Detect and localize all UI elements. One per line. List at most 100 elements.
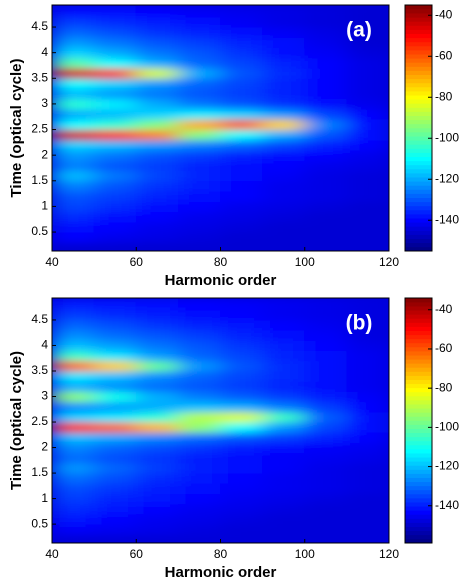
x-tick-label: 80 <box>214 547 228 561</box>
heatmap-cell <box>177 339 221 352</box>
heatmap-cell <box>135 190 179 202</box>
heatmap-cell <box>262 57 306 69</box>
heatmap-cell <box>93 211 137 223</box>
heatmap-cell <box>52 482 95 494</box>
heatmap-cell <box>262 159 306 172</box>
colorbar-tick-label: -120 <box>435 171 459 185</box>
heatmap-cell <box>177 411 221 423</box>
heatmap-cell <box>135 26 179 38</box>
heatmap-cell <box>93 139 137 151</box>
heatmap-cell <box>220 319 264 331</box>
heatmap-cell <box>220 159 264 172</box>
y-tick-label: 2.5 <box>31 414 48 428</box>
heatmap-cell <box>177 88 221 100</box>
heatmap-cell <box>135 319 179 331</box>
heatmap-cell <box>135 411 179 423</box>
heatmap-cell <box>220 88 264 100</box>
heatmap-cell <box>177 452 221 464</box>
heatmap-cell <box>304 149 348 161</box>
heatmap-cell <box>262 299 306 311</box>
heatmap-cell <box>304 309 348 321</box>
heatmap-cell <box>220 77 264 90</box>
heatmap-cell <box>262 513 306 525</box>
heatmap-cell <box>304 503 348 515</box>
heatmap-cell <box>52 47 95 59</box>
heatmap-cell <box>177 108 221 120</box>
heatmap-cell <box>52 441 95 454</box>
heatmap-cell <box>262 67 306 79</box>
heatmap-cell <box>52 309 95 321</box>
colorbar-tick-label: -140 <box>435 498 459 512</box>
heatmap-cell <box>93 319 137 331</box>
heatmap-cell <box>346 472 389 484</box>
y-tick-label: 0.5 <box>31 516 48 530</box>
heatmap-cell <box>220 350 264 362</box>
heatmap-cell <box>346 441 389 454</box>
x-tick-label: 80 <box>214 255 228 269</box>
heatmap-cell <box>304 118 348 131</box>
heatmap-cell <box>135 129 179 141</box>
heatmap-cell <box>52 513 95 525</box>
heatmap-cell <box>52 411 95 423</box>
heatmap-cell <box>262 149 306 161</box>
y-tick-label: 3.5 <box>31 363 48 377</box>
heatmap-cell <box>304 221 348 233</box>
colorbar-tick-label: -40 <box>435 7 453 21</box>
heatmap-cell <box>93 77 137 90</box>
heatmap-cell <box>93 523 137 535</box>
heatmap-cell <box>262 108 306 120</box>
heatmap-cell <box>93 47 137 59</box>
heatmap-cell <box>220 431 264 443</box>
heatmap-cell <box>262 431 306 443</box>
heatmap-cell <box>304 200 348 213</box>
heatmap-cell <box>177 390 221 403</box>
heatmap-cell <box>220 421 264 433</box>
heatmap-cell <box>52 492 95 505</box>
heatmap-cell <box>346 503 389 515</box>
heatmap-cell <box>220 149 264 161</box>
colorbar <box>405 297 432 544</box>
heatmap-cell <box>177 421 221 433</box>
heatmap-cell <box>177 200 221 213</box>
heatmap-cell <box>177 370 221 382</box>
heatmap-cell <box>262 88 306 100</box>
heatmap-cell <box>262 118 306 131</box>
heatmap-cell <box>93 431 137 443</box>
heatmap-cell <box>93 149 137 161</box>
heatmap-cell <box>262 231 306 243</box>
heatmap-cell <box>135 492 179 505</box>
heatmap-cell <box>220 57 264 69</box>
y-tick-label: 4 <box>41 45 48 59</box>
heatmap-cell <box>262 241 306 251</box>
heatmap-cell <box>262 370 306 382</box>
heatmap-cell <box>304 339 348 352</box>
heatmap-cell <box>304 350 348 362</box>
heatmap-cell <box>93 16 137 28</box>
heatmap-cell <box>177 36 221 49</box>
heatmap <box>52 6 389 251</box>
heatmap-cell <box>262 441 306 454</box>
heatmap-cell <box>346 319 389 331</box>
heatmap-cell <box>220 401 264 413</box>
heatmap-cell <box>220 299 264 311</box>
heatmap-cell <box>52 533 95 543</box>
heatmap-cell <box>346 401 389 413</box>
heatmap-cell <box>304 462 348 474</box>
heatmap-cell <box>220 139 264 151</box>
heatmap-cell <box>262 26 306 38</box>
heatmap-cell <box>52 200 95 213</box>
heatmap-cell <box>346 77 389 90</box>
x-tick-label: 120 <box>379 547 399 561</box>
heatmap-cell <box>177 492 221 505</box>
heatmap-cell <box>304 139 348 151</box>
heatmap-cell <box>135 57 179 69</box>
heatmap-cell <box>304 26 348 38</box>
heatmap-cell <box>262 350 306 362</box>
heatmap-cell <box>220 180 264 192</box>
heatmap-cell <box>262 482 306 494</box>
heatmap-cell <box>262 200 306 213</box>
heatmap-cell <box>135 482 179 494</box>
heatmap-cell <box>52 503 95 515</box>
heatmap-cell <box>304 421 348 433</box>
heatmap-cell <box>304 370 348 382</box>
